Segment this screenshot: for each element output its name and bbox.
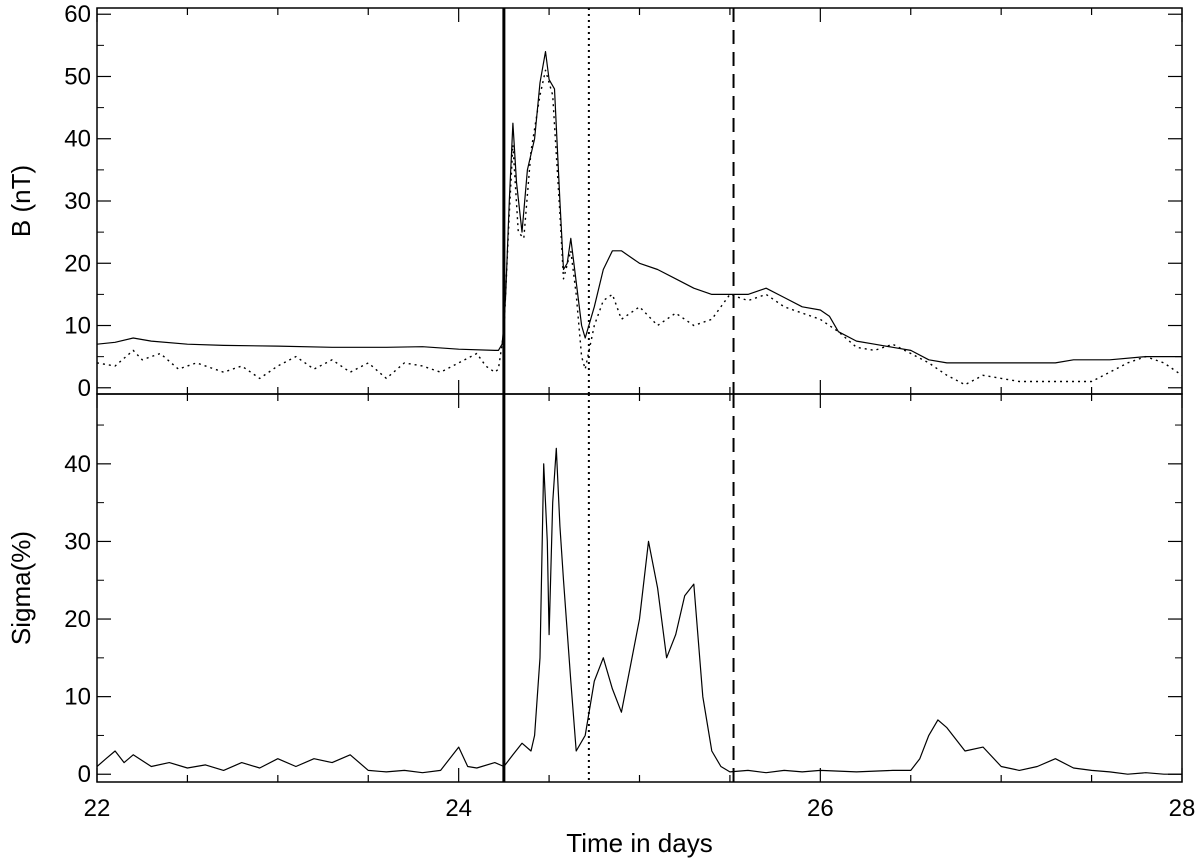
bottom-series-solid-line [97, 447, 1182, 775]
sigma-panel: 0 10 20 30 40 22 24 26 28 Sigma(%) Time in days [6, 393, 1196, 858]
top-y-axis-title: B (nT) [6, 165, 36, 237]
bottom-ytick-label: 0 [78, 761, 91, 788]
bottom-ytick-label: 30 [64, 528, 91, 555]
bottom-ytick-label: 40 [64, 451, 91, 478]
top-ytick-label: 30 [64, 188, 91, 215]
top-series-dotted-line [97, 69, 1182, 386]
bottom-xtick-label: 28 [1169, 795, 1196, 822]
bottom-xtick-label: 22 [84, 795, 111, 822]
bottom-x-axis-title: Time in days [566, 828, 712, 858]
bottom-ytick-label: 10 [64, 684, 91, 711]
bottom-ytick-label: 20 [64, 606, 91, 633]
top-ytick-label: 20 [64, 250, 91, 277]
b-field-panel: 0 10 20 30 40 50 60 B (nT) [6, 1, 1183, 402]
top-ytick-label: 0 [78, 375, 91, 402]
top-ytick-label: 40 [64, 126, 91, 153]
top-ytick-label: 10 [64, 313, 91, 340]
bottom-xtick-label: 24 [445, 795, 472, 822]
top-plot-frame [96, 7, 1183, 395]
top-series-solid-line [97, 50, 1182, 364]
bottom-plot-frame [96, 393, 1183, 783]
bottom-xtick-label: 26 [807, 795, 834, 822]
top-ytick-label: 60 [64, 1, 91, 28]
top-ytick-label: 50 [64, 63, 91, 90]
bottom-y-axis-title: Sigma(%) [6, 531, 36, 645]
